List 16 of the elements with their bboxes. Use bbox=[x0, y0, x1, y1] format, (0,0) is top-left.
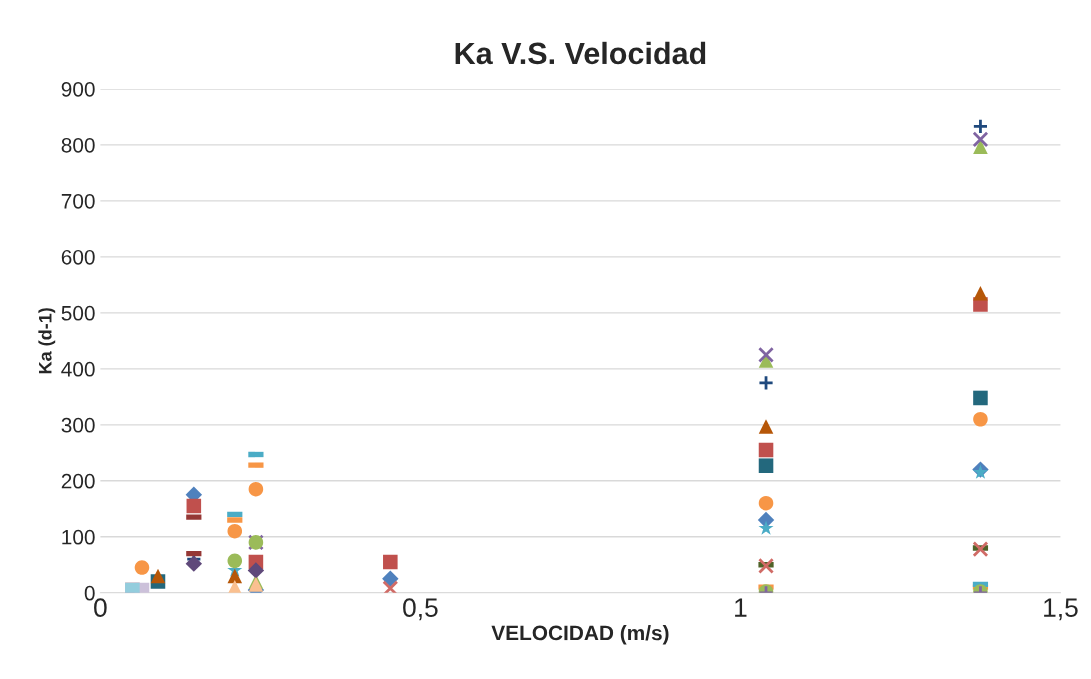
x-tick-label: 1 bbox=[735, 598, 747, 617]
y-tick-label: 100 bbox=[62, 529, 95, 545]
y-tick-label: 0 bbox=[84, 585, 95, 601]
x-axis-title: VELOCIDAD (m/s) bbox=[491, 625, 669, 645]
y-tick-label: 900 bbox=[61, 81, 95, 97]
y-tick-label: 800 bbox=[61, 137, 95, 153]
chart-title: Ka V.S. Velocidad bbox=[455, 41, 706, 65]
y-tick-label: 300 bbox=[61, 417, 95, 433]
y-tick-label: 400 bbox=[61, 361, 95, 377]
y-tick-label: 700 bbox=[61, 193, 95, 209]
y-tick-label: 600 bbox=[61, 249, 95, 265]
x-tick-label: 1,5 bbox=[1044, 598, 1078, 621]
x-tick-label: 0,5 bbox=[403, 598, 438, 621]
y-axis-title: Ka (d-1) bbox=[38, 308, 56, 374]
y-tick-label: 200 bbox=[61, 473, 95, 489]
y-tick-label: 500 bbox=[61, 305, 95, 321]
